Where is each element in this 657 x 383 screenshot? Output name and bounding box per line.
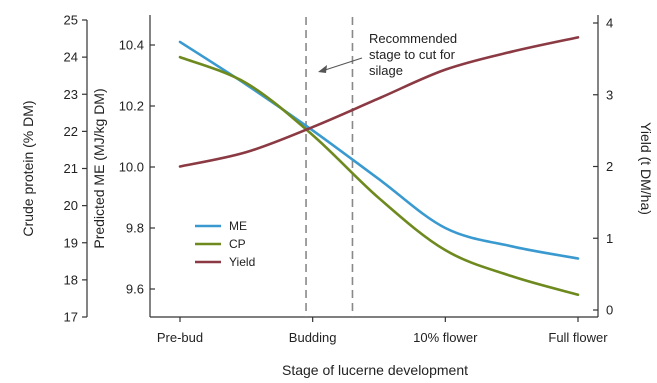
- me-axis-label: Predicted ME (MJ/kg DM): [91, 88, 107, 248]
- me-tick-label: 10.2: [119, 99, 144, 114]
- me-tick-label: 9.8: [126, 221, 144, 236]
- x-axis-label: Stage of lucerne development: [282, 362, 468, 378]
- crude-protein-tick-label: 23: [64, 87, 78, 102]
- crude-protein-tick-label: 18: [64, 272, 78, 287]
- series-line-yield: [178, 36, 580, 168]
- crude-protein-tick-label: 21: [64, 161, 78, 176]
- series-line-me: [178, 40, 580, 260]
- crude-protein-tick-label: 22: [64, 124, 78, 139]
- yield-tick-label: 4: [606, 16, 613, 31]
- crude-protein-tick-label: 24: [64, 50, 78, 65]
- crude-protein-tick-label: 19: [64, 235, 78, 250]
- legend-label-cp: CP: [229, 237, 246, 251]
- series-lines: [178, 36, 580, 297]
- x-tick-label: Budding: [289, 330, 337, 345]
- crude-protein-tick-label: 20: [64, 198, 78, 213]
- yield-tick-label: 2: [606, 159, 613, 174]
- reference-lines: [305, 17, 354, 317]
- crude-protein-axis-label: Crude protein (% DM): [20, 100, 36, 236]
- legend: ME CP Yield: [195, 219, 255, 269]
- x-tick-label: 10% flower: [413, 330, 478, 345]
- crude-protein-tick-label: 17: [64, 310, 78, 325]
- me-tick-label: 10.4: [119, 38, 144, 53]
- annotation-text-line: stage to cut for: [369, 47, 456, 62]
- yield-axis-label: Yield (t DM/ha): [638, 122, 654, 215]
- yield-tick-label: 0: [606, 303, 613, 318]
- yield-tick-label: 1: [606, 231, 613, 246]
- annotation-text-line: Recommended: [369, 31, 457, 46]
- me-tick-label: 10.0: [119, 160, 144, 175]
- x-tick-label: Pre-bud: [157, 330, 203, 345]
- annotation-text-line: silage: [369, 63, 403, 78]
- series-line-cp: [178, 55, 580, 297]
- crude-protein-tick-label: 25: [64, 13, 78, 28]
- yield-tick-label: 3: [606, 87, 613, 102]
- annotation-arrow-head: [318, 65, 327, 73]
- annotation-arrow-shaft: [321, 57, 363, 72]
- legend-label-yield: Yield: [229, 255, 255, 269]
- me-tick-label: 9.6: [126, 282, 144, 297]
- legend-label-me: ME: [229, 219, 247, 233]
- x-tick-label: Full flower: [548, 330, 608, 345]
